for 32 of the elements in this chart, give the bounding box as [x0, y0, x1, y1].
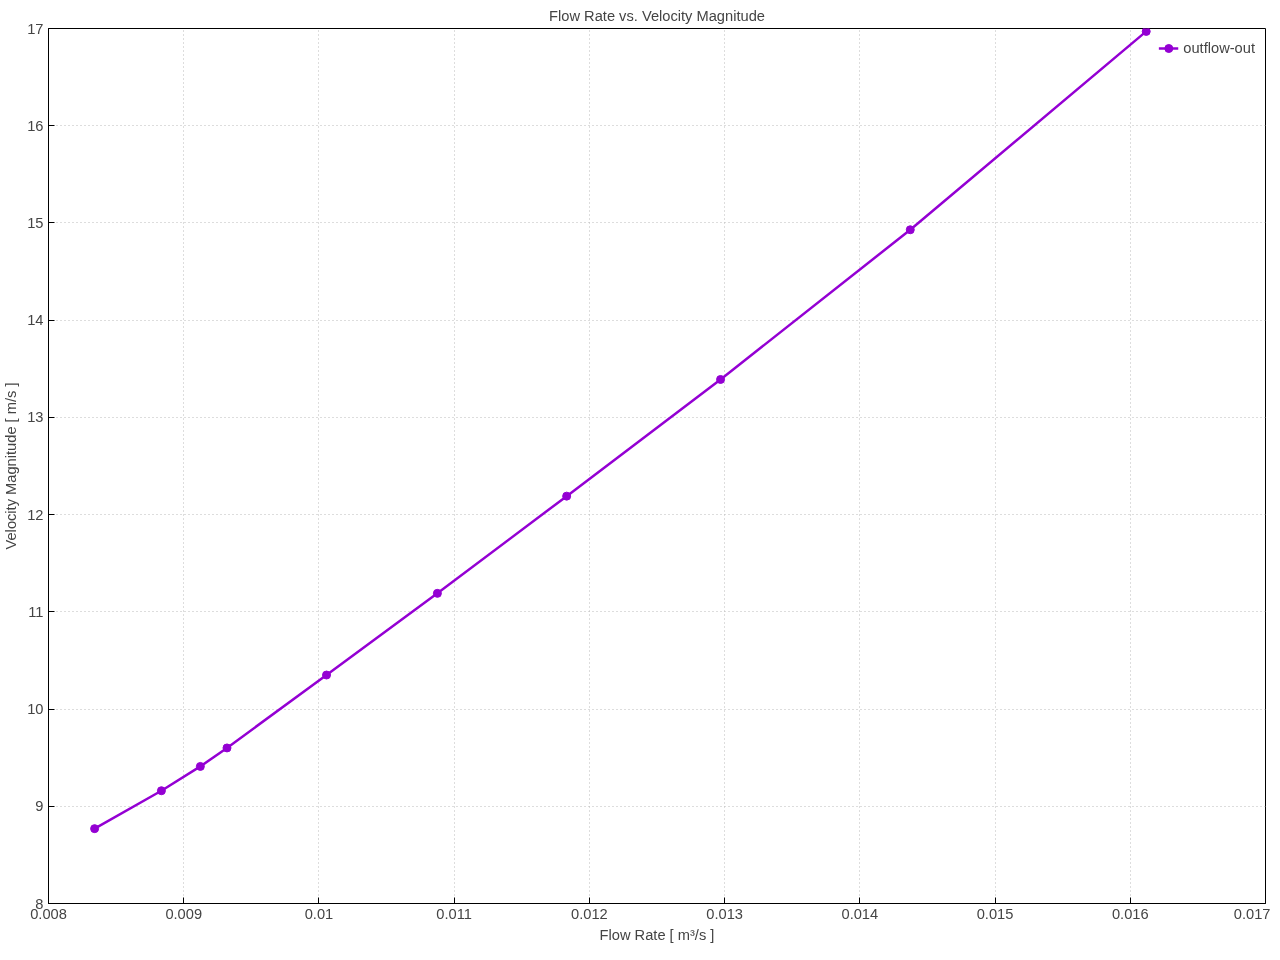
y-tick-label: 10	[27, 701, 44, 718]
point	[432, 588, 442, 598]
legend-label: outflow-out	[1183, 40, 1255, 56]
y-tick-label: 16	[27, 117, 44, 134]
x-tick-label: 0.01	[304, 905, 334, 922]
x-axis-title: Flow Rate [ m³/s ]	[599, 926, 715, 943]
point	[195, 761, 205, 771]
y-tick-label: 11	[28, 603, 44, 620]
point	[905, 225, 915, 235]
x-tick-label: 0.012	[571, 905, 608, 922]
point	[222, 743, 232, 753]
y-tick-label: 17	[27, 20, 44, 37]
y-tick-label: 12	[27, 506, 44, 523]
x-tick-label: 0.016	[1111, 905, 1149, 922]
point	[562, 491, 572, 501]
point	[322, 670, 332, 680]
y-tick-label: 9	[35, 798, 44, 815]
y-tick-label: 15	[27, 214, 44, 231]
point	[1141, 28, 1151, 36]
y-tick-label: 13	[27, 409, 44, 426]
x-tick-label: 0.015	[976, 905, 1014, 922]
chart-title: Flow Rate vs. Velocity Magnitude	[549, 7, 765, 24]
x-tick-label: 0.013	[706, 905, 743, 922]
y-axis-title: Velocity Magnitude [ m/s ]	[3, 382, 20, 550]
y-tick-label: 14	[27, 312, 44, 329]
x-tick-label: 0.009	[165, 905, 203, 922]
x-tick-label: 0.014	[841, 905, 879, 922]
x-tick-label: 0.011	[436, 905, 472, 922]
x-tick-label: 0.017	[1233, 905, 1271, 922]
point	[156, 786, 166, 796]
point	[90, 824, 100, 834]
point	[716, 374, 726, 384]
